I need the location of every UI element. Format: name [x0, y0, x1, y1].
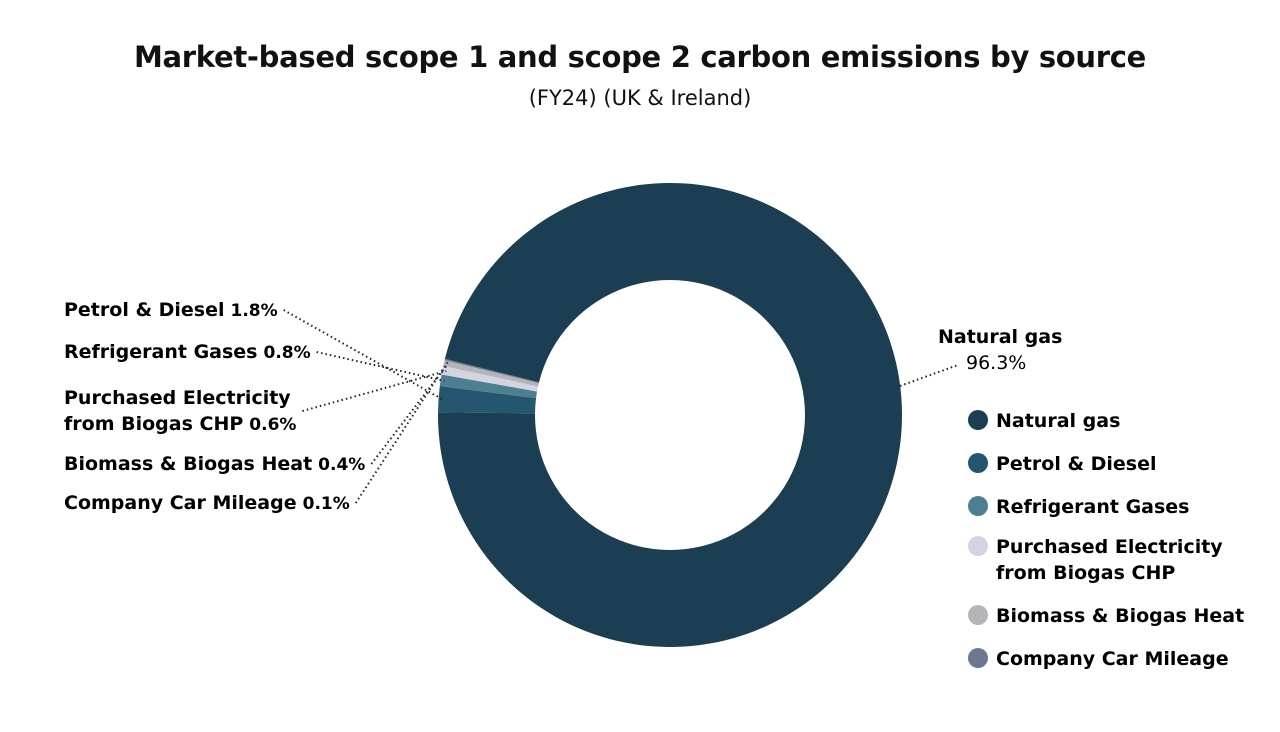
slice-biomass-and-biogas-heat — [443, 360, 539, 387]
leader-lines — [283, 309, 959, 504]
legend-item-purchased-electricity-from-biogas-chp: Purchased Electricity from Biogas CHP — [968, 536, 1223, 584]
slice-purchased-electricity-from-biogas-chp — [441, 365, 539, 392]
slice-natural-gas — [437, 183, 902, 648]
legend-swatch-company-car-mileage — [968, 648, 988, 668]
slice-petrol-and-diesel — [438, 386, 537, 414]
legend-swatch-petrol-and-diesel — [968, 453, 988, 473]
label-natural-gas-value: 96.3% — [966, 352, 1026, 374]
label-biomass-and-biogas-heat: Biomass & Biogas Heat 0.4% — [64, 453, 365, 475]
legend: Natural gas Petrol & Diesel Refrigerant Ga… — [968, 410, 1244, 670]
legend-item-natural-gas: Natural gas — [968, 410, 1120, 432]
legend-swatch-refrigerant-gases — [968, 496, 988, 516]
legend-label-company-car-mileage: Company Car Mileage — [996, 648, 1229, 670]
legend-label-purchased-electricity-from-biogas-chp: Purchased Electricity from Biogas CHP — [996, 536, 1223, 584]
legend-swatch-purchased-electricity-from-biogas-chp — [968, 536, 988, 556]
leader-petrol-and-diesel — [283, 309, 444, 401]
legend-swatch-natural-gas — [968, 410, 988, 430]
leader-refrigerant-gases — [316, 351, 445, 382]
label-refrigerant-gases: Refrigerant Gases 0.8% — [64, 341, 311, 363]
leader-biomass-and-biogas-heat — [370, 363, 449, 465]
leader-natural-gas — [899, 364, 959, 387]
legend-swatch-biomass-and-biogas-heat — [968, 605, 988, 625]
leader-purchased-electricity-from-biogas-chp — [302, 370, 447, 412]
legend-label-biomass-and-biogas-heat: Biomass & Biogas Heat — [996, 605, 1244, 627]
legend-label-refrigerant-gases: Refrigerant Gases — [996, 496, 1190, 518]
chart-title: Market-based scope 1 and scope 2 carbon … — [133, 40, 1147, 74]
legend-item-biomass-and-biogas-heat: Biomass & Biogas Heat — [968, 605, 1244, 627]
slice-refrigerant-gases — [439, 374, 538, 399]
label-purchased-electricity-from-biogas-chp: Purchased Electricity from Biogas CHP 0.6% — [64, 387, 296, 435]
legend-item-refrigerant-gases: Refrigerant Gases — [968, 496, 1190, 518]
donut-slices — [437, 183, 902, 648]
slice-company-car-mileage — [444, 358, 540, 384]
legend-item-company-car-mileage: Company Car Mileage — [968, 648, 1229, 670]
chart-subtitle: (FY24) (UK & Ireland) — [528, 86, 752, 110]
legend-item-petrol-and-diesel: Petrol & Diesel — [968, 453, 1157, 475]
label-company-car-mileage: Company Car Mileage 0.1% — [64, 492, 350, 514]
label-natural-gas: Natural gas — [938, 326, 1062, 348]
slice-labels: Natural gas 96.3% Petrol & Diesel 1.8% Refri… — [64, 299, 1062, 514]
legend-label-natural-gas: Natural gas — [996, 410, 1120, 432]
leader-company-car-mileage — [354, 359, 450, 504]
legend-label-petrol-and-diesel: Petrol & Diesel — [996, 453, 1157, 475]
label-petrol-and-diesel: Petrol & Diesel 1.8% — [64, 299, 278, 321]
